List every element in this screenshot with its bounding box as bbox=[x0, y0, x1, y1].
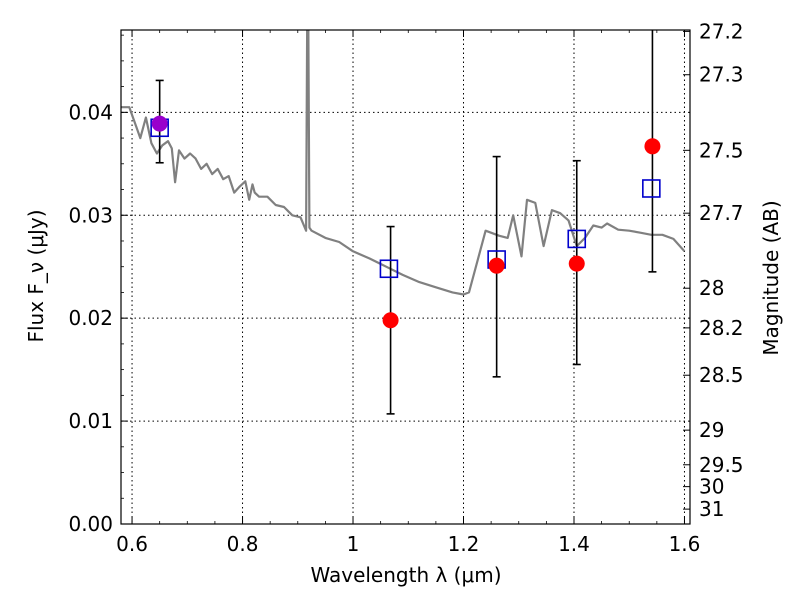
x-tick-label: 1 bbox=[347, 532, 360, 556]
y2-tick-label: 28.5 bbox=[699, 363, 744, 387]
optical-photometry-point bbox=[151, 115, 168, 132]
y-axis-title: Flux F_ν (μJy) bbox=[24, 209, 48, 342]
y2-tick-label: 30 bbox=[699, 475, 724, 499]
y2-tick-label: 27.7 bbox=[699, 201, 744, 225]
x-tick-label: 1.6 bbox=[669, 532, 701, 556]
model-photometry-square bbox=[642, 179, 661, 198]
y-tick-label: 0.01 bbox=[68, 409, 113, 433]
y2-tick-label: 28.2 bbox=[699, 316, 744, 340]
x-axis-title: Wavelength λ (μm) bbox=[310, 563, 501, 587]
observed-photometry-point bbox=[488, 257, 505, 274]
y2-tick-label: 29 bbox=[699, 418, 724, 442]
observed-photometry-point bbox=[644, 138, 661, 155]
model-photometry-square bbox=[379, 259, 399, 279]
y2-tick-label: 27.3 bbox=[699, 63, 744, 87]
model-photometry-square bbox=[567, 229, 587, 249]
y-tick-label: 0.02 bbox=[68, 306, 113, 330]
x-tick-label: 1.4 bbox=[558, 532, 590, 556]
y-tick-label: 0.00 bbox=[68, 512, 113, 536]
y2-tick-label: 27.5 bbox=[699, 138, 744, 162]
x-tick-label: 0.6 bbox=[116, 532, 148, 556]
model-spectrum-line bbox=[121, 30, 686, 296]
plot-frame bbox=[120, 29, 691, 525]
y-tick-label: 0.03 bbox=[68, 203, 113, 227]
y2-axis-title: Magnitude (AB) bbox=[759, 200, 783, 355]
y2-tick-label: 27.2 bbox=[699, 19, 744, 43]
x-tick-label: 1.2 bbox=[448, 532, 480, 556]
x-tick-label: 0.8 bbox=[227, 532, 259, 556]
y2-tick-label: 28 bbox=[699, 276, 724, 300]
y2-tick-label: 31 bbox=[699, 497, 724, 521]
axis-ticks: 0.6 0.8 1 1.2 1.4 1.6 0.00 0.01 0.02 0.03 0.04 27.2… bbox=[68, 19, 743, 556]
y2-tick-label: 29.5 bbox=[699, 453, 744, 477]
plot-area bbox=[121, 30, 686, 415]
y-tick-label: 0.04 bbox=[68, 100, 113, 124]
grid-lines bbox=[121, 30, 690, 524]
observed-photometry-point bbox=[568, 255, 585, 272]
observed-photometry-point bbox=[382, 312, 399, 329]
